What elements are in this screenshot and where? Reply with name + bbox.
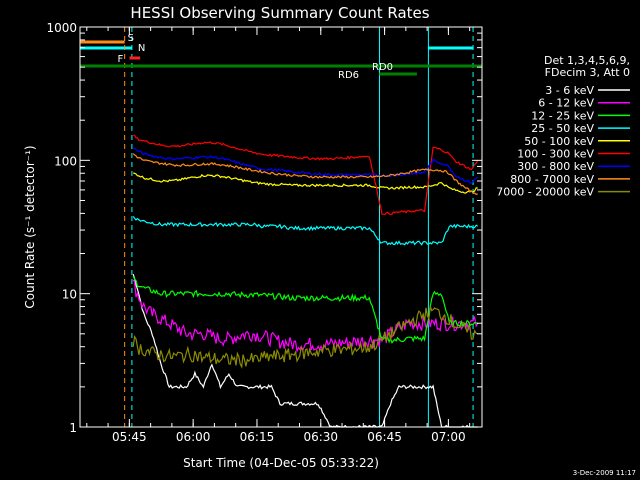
- series-line-12-25kev: [132, 276, 478, 344]
- rd6-label: RD6: [338, 70, 359, 81]
- y-tick-label: 1000: [46, 21, 77, 35]
- footer-timestamp: 3-Dec-2009 11:17: [573, 469, 636, 477]
- series-line-300-800kev: [133, 147, 479, 184]
- y-axis-label: Count Rate (s⁻¹ detector⁻¹): [23, 145, 37, 308]
- legend-entry-label: 300 - 800 keV: [517, 160, 594, 173]
- series-line-3-6kev: [132, 274, 478, 428]
- legend-entry-label: 50 - 100 keV: [524, 135, 594, 148]
- night-label: N: [138, 43, 145, 54]
- x-tick-label: 06:45: [367, 430, 402, 444]
- y-tick-label: 10: [62, 288, 77, 302]
- x-tick-label: 06:15: [240, 430, 275, 444]
- x-tick-label: 06:00: [176, 430, 211, 444]
- y-tick-label: 100: [54, 154, 77, 168]
- flare-label: F: [118, 54, 124, 65]
- x-axis-label: Start Time (04-Dec-05 05:33:22): [183, 456, 379, 470]
- legend-entry-label: 7000 - 20000 keV: [496, 186, 594, 199]
- x-tick-label: 07:00: [431, 430, 466, 444]
- legend-entry-label: 6 - 12 keV: [538, 97, 594, 110]
- y-tick-label: 1: [69, 421, 77, 435]
- legend-entry-label: 3 - 6 keV: [545, 84, 594, 97]
- x-tick-label: 05:45: [112, 430, 147, 444]
- plot-frame: [79, 26, 483, 428]
- series-line-7000-20000kev: [132, 305, 478, 369]
- legend-header: Det 1,3,4,5,6,9,: [544, 54, 630, 67]
- series-line-100-300kev: [133, 134, 479, 216]
- series-line-6-12kev: [132, 279, 479, 354]
- saa-label: S: [128, 33, 134, 44]
- series-line-50-100kev: [133, 172, 478, 194]
- legend-entry-label: 800 - 7000 keV: [510, 173, 594, 186]
- legend-entry-label: 25 - 50 keV: [531, 122, 594, 135]
- rd0-label: RD0: [372, 62, 393, 73]
- legend-entry-label: 12 - 25 keV: [531, 109, 594, 122]
- axes: 05:45 06:00 06:15 06:30 06:45 07:00 1 10 100 1000: [46, 21, 482, 444]
- series-line-25-50kev: [132, 216, 479, 246]
- chart-title: HESSI Observing Summary Count Rates: [130, 4, 429, 22]
- series-lines: [132, 134, 479, 428]
- legend-entry-label: 100 - 300 keV: [517, 148, 594, 161]
- series-line-800-7000kev: [132, 153, 478, 195]
- legend: Det 1,3,4,5,6,9,FDecim 3, Att 0 3 - 6 keV…: [496, 54, 630, 199]
- legend-header: FDecim 3, Att 0: [545, 66, 630, 79]
- x-tick-label: 06:30: [303, 430, 338, 444]
